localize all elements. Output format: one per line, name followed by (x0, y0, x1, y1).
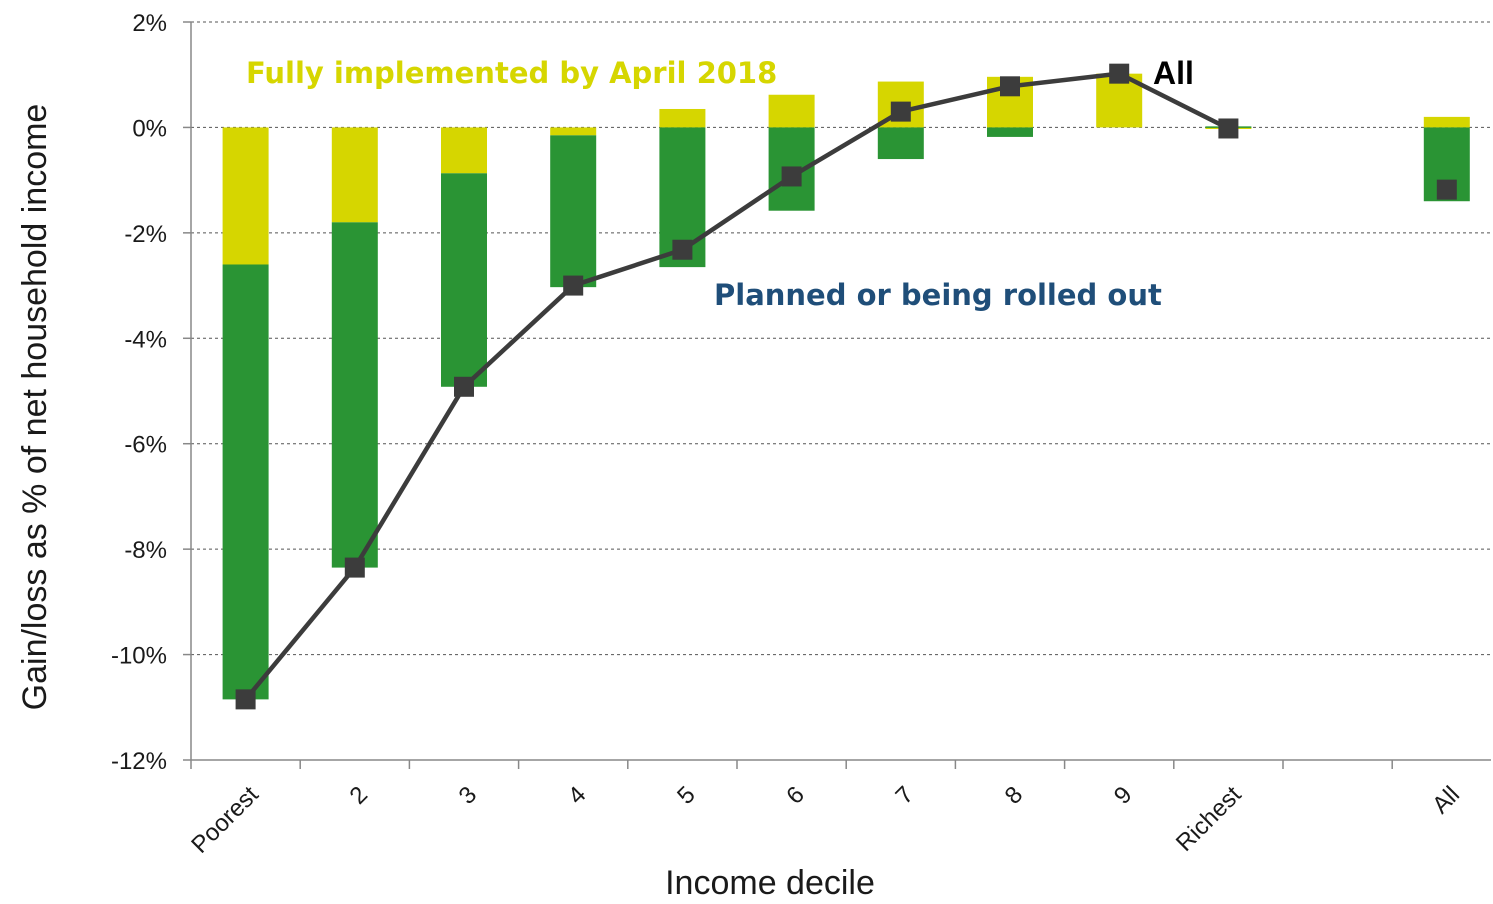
x-tick-label: 9 (1109, 781, 1138, 810)
all-line-series (235, 63, 1457, 710)
y-tick-label: -12% (111, 748, 167, 775)
x-tick-label: 6 (781, 781, 810, 810)
y-tick-label: -6% (124, 432, 167, 459)
y-tick-label: -2% (124, 221, 167, 248)
all-marker-all (1436, 179, 1457, 200)
all-marker-richest (1218, 118, 1239, 139)
all-marker-4 (563, 275, 584, 296)
gridlines (191, 21, 1493, 656)
y-tick-label: 0% (132, 115, 167, 142)
annotation-fully-implemented: Fully implemented by April 2018 (246, 56, 777, 90)
bar-planned-8 (987, 127, 1033, 137)
all-marker-9 (1109, 63, 1130, 84)
y-tick-label: 2% (132, 10, 167, 37)
all-marker-poorest (235, 689, 256, 710)
bar-planned-4 (550, 135, 597, 288)
bar-fully-implemented-3 (441, 127, 487, 174)
all-marker-7 (890, 101, 911, 122)
annotation-all: All (1153, 55, 1194, 91)
bars (222, 73, 1470, 700)
y-axis-title: Gain/loss as % of net household income (16, 104, 54, 711)
bar-fully-implemented-poorest (222, 127, 269, 265)
x-tick-label: 5 (672, 781, 701, 810)
bar-fully-implemented-all (1423, 116, 1470, 128)
all-marker-8 (1000, 76, 1020, 97)
x-tick-label: All (1427, 781, 1465, 819)
bar-fully-implemented-4 (550, 127, 597, 136)
x-tick-label: 3 (454, 781, 483, 810)
bar-fully-implemented-5 (659, 108, 706, 128)
x-axis-title: Income decile (665, 864, 875, 902)
all-marker-2 (344, 557, 365, 578)
y-tick-label: -4% (124, 326, 167, 353)
x-tick-label: 8 (1000, 781, 1029, 810)
bar-planned-poorest (222, 264, 269, 700)
y-tick-label: -10% (111, 643, 167, 670)
all-marker-3 (454, 376, 474, 397)
x-tick-label: 7 (891, 781, 920, 810)
bar-planned-7 (877, 127, 924, 160)
all-marker-6 (781, 166, 802, 187)
bar-fully-implemented-2 (331, 127, 378, 223)
bar-planned-2 (331, 222, 378, 568)
all-marker-5 (672, 239, 693, 260)
bar-planned-3 (441, 173, 487, 387)
bar-fully-implemented-6 (768, 94, 815, 128)
annotation-planned: Planned or being rolled out (714, 278, 1162, 312)
x-tick-label: 2 (345, 781, 374, 810)
axes (183, 21, 1491, 769)
x-tick-label: 4 (563, 781, 592, 810)
all-line (243, 71, 1230, 701)
x-tick-label: Poorest (186, 781, 264, 859)
x-tick-label: Richest (1171, 781, 1247, 857)
y-tick-label: -8% (124, 537, 167, 564)
